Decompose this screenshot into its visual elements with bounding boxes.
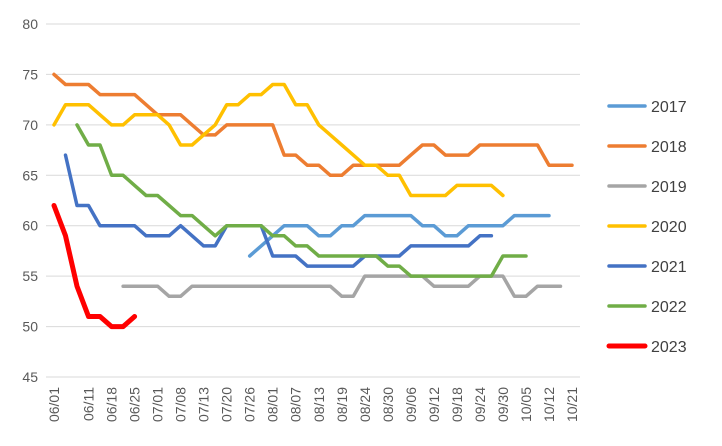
series-line-2023 [51, 203, 138, 330]
x-tick-label: 07/26 [242, 387, 258, 422]
legend-label-2021: 2021 [651, 259, 687, 276]
x-tick-label: 08/07 [288, 387, 304, 422]
legend-label-2020: 2020 [651, 219, 687, 236]
x-tick-label: 09/24 [472, 387, 488, 422]
series-line-2021 [63, 153, 494, 268]
y-tick-label: 55 [22, 268, 38, 284]
legend-label-2019: 2019 [651, 179, 687, 196]
x-tick-label: 09/18 [449, 387, 465, 422]
legend-label-2023: 2023 [651, 339, 687, 356]
series-line-2022 [75, 123, 528, 278]
x-tick-label: 08/19 [334, 387, 350, 422]
legend-label-2022: 2022 [651, 299, 687, 316]
y-tick-label: 75 [22, 66, 38, 82]
legend: 2017 2018 2019 2020 2021 2022 2023 [606, 99, 687, 356]
x-tick-label: 07/13 [196, 387, 212, 422]
x-tick-label: 06/25 [127, 387, 143, 422]
legend-label-2017: 2017 [651, 99, 687, 116]
x-tick-label: 06/01 [46, 387, 62, 422]
x-tick-label: 08/01 [265, 387, 281, 422]
y-tick-label: 60 [22, 218, 38, 234]
y-tick-label: 65 [22, 167, 38, 183]
x-tick-label: 08/30 [380, 387, 396, 422]
legend-label-2018: 2018 [651, 139, 687, 156]
x-tick-label: 09/06 [403, 387, 419, 422]
x-tick-label: 06/18 [104, 387, 120, 422]
y-tick-label: 80 [22, 16, 38, 32]
x-tick-label: 08/13 [311, 387, 327, 422]
x-axis-tick-labels: 06/01 06/11 06/18 06/25 07/01 07/08 07/13 07/20… [46, 387, 580, 422]
x-tick-label: 07/08 [173, 387, 189, 422]
series-line-2017 [247, 213, 551, 258]
x-tick-label: 09/30 [495, 387, 511, 422]
y-tick-label: 45 [22, 369, 38, 385]
x-tick-label: 07/01 [150, 387, 166, 422]
series-line-2020 [52, 82, 505, 198]
series-lines [51, 72, 574, 330]
y-tick-label: 70 [22, 117, 38, 133]
x-tick-label: 10/12 [541, 387, 557, 422]
x-tick-label: 09/12 [426, 387, 442, 422]
x-tick-label: 10/05 [518, 387, 534, 422]
y-tick-label: 50 [22, 319, 38, 335]
x-tick-label: 07/20 [219, 387, 235, 422]
series-line-2019 [121, 274, 563, 299]
y-axis-tick-labels: 45 50 55 60 65 70 75 80 [22, 16, 38, 385]
series-line-2018 [52, 72, 574, 178]
x-tick-label: 06/11 [81, 387, 97, 421]
x-tick-label: 10/21 [564, 387, 580, 422]
x-tick-label: 08/24 [357, 387, 373, 422]
